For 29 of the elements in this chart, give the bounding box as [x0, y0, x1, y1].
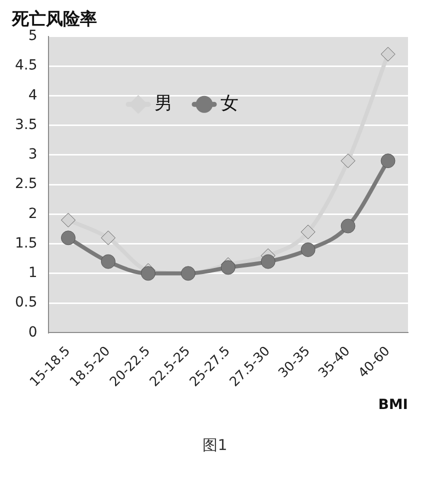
point [340, 218, 356, 234]
legend-label: 男 [154, 93, 172, 114]
point [61, 230, 76, 246]
point [380, 46, 396, 62]
y-tick-label: 2 [28, 206, 38, 222]
y-tick-label: 4 [28, 87, 38, 104]
caption: 图1 [202, 436, 228, 455]
chart-title: 死亡风险率 [11, 10, 97, 30]
y-tick-label: 2.5 [15, 176, 38, 192]
point [380, 154, 396, 168]
y-tick-label: 1 [28, 265, 38, 282]
point [100, 254, 116, 269]
y-tick-label: 3 [28, 146, 38, 163]
x-axis-title: BMI [378, 397, 408, 414]
point [100, 230, 116, 246]
legend-label: 女 [220, 93, 238, 114]
y-tick-label: 1.5 [15, 235, 38, 252]
y-tick-label: 3.5 [15, 116, 38, 133]
point [61, 212, 76, 228]
y-tick-label: 5 [28, 28, 38, 44]
y-tick-label: 4.5 [15, 58, 38, 74]
point [140, 266, 156, 281]
point [260, 254, 276, 269]
point [220, 260, 236, 275]
point [300, 242, 316, 257]
point [300, 224, 316, 240]
y-tick-label: 0.5 [15, 294, 38, 311]
y-tick-label: 0 [28, 324, 38, 340]
point [340, 154, 356, 168]
